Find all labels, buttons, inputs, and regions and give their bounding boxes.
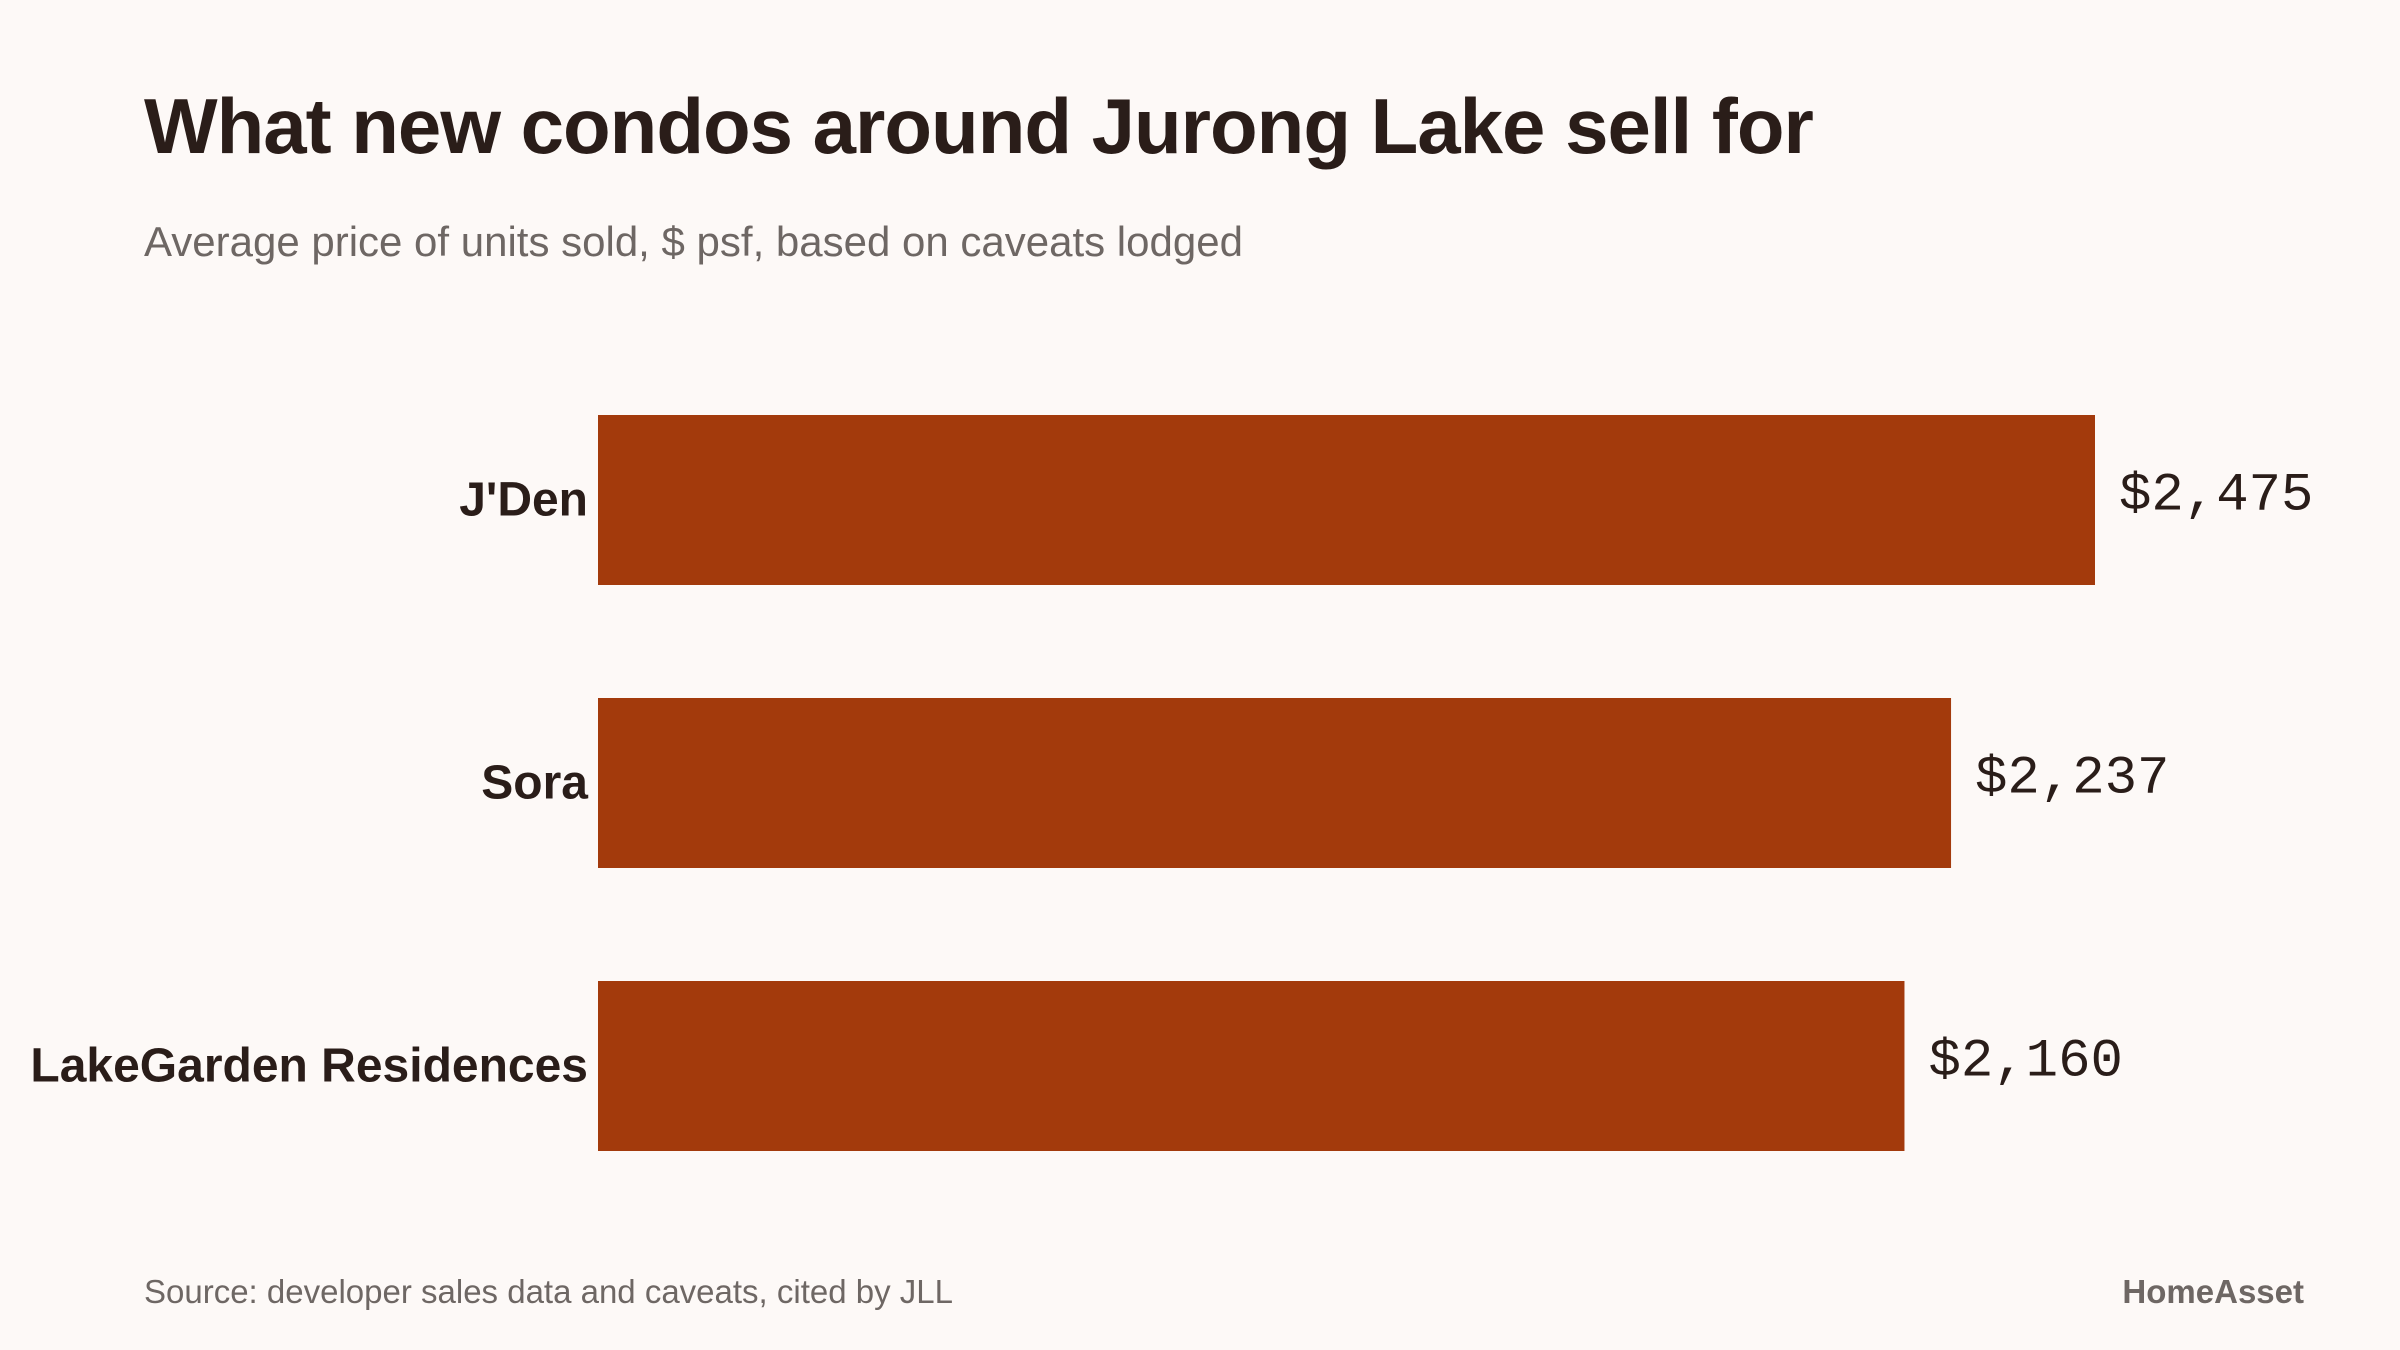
category-label-0: J'Den xyxy=(459,474,588,527)
category-label-2: LakeGarden Residences xyxy=(30,1040,588,1093)
bar-0 xyxy=(598,415,2095,585)
source-note: Source: developer sales data and caveats… xyxy=(144,1273,953,1310)
brand-logo-text: HomeAsset xyxy=(2122,1273,2304,1310)
value-label-0: $2,475 xyxy=(2119,466,2313,527)
chart-subtitle: Average price of units sold, $ psf, base… xyxy=(144,218,1243,265)
value-label-1: $2,237 xyxy=(1975,749,2169,810)
chart-title: What new condos around Jurong Lake sell … xyxy=(144,82,1814,170)
bar-1 xyxy=(598,698,1952,868)
value-label-2: $2,160 xyxy=(1928,1032,2122,1093)
bar-2 xyxy=(598,981,1905,1151)
category-label-1: Sora xyxy=(481,757,588,810)
